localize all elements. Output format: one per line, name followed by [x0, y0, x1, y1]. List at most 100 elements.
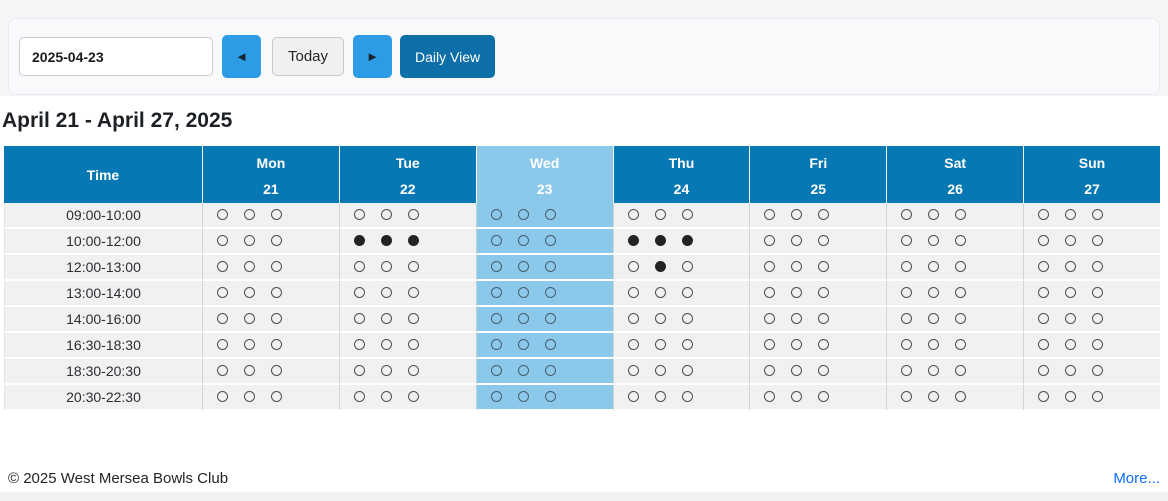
slot-available-icon[interactable]: [627, 313, 639, 325]
slot-available-icon[interactable]: [627, 209, 639, 221]
slot-available-icon[interactable]: [517, 391, 529, 403]
slot-booked-icon[interactable]: [407, 235, 419, 247]
slot-available-icon[interactable]: [490, 339, 502, 351]
slot-available-icon[interactable]: [1092, 261, 1104, 273]
slot-available-icon[interactable]: [955, 261, 967, 273]
slot-available-icon[interactable]: [271, 261, 282, 273]
slot-available-icon[interactable]: [1065, 391, 1077, 403]
slot-available-icon[interactable]: [544, 313, 556, 325]
slot-available-icon[interactable]: [271, 339, 282, 351]
slot-available-icon[interactable]: [1038, 287, 1050, 299]
slot-available-icon[interactable]: [217, 287, 228, 299]
slot-available-icon[interactable]: [901, 391, 913, 403]
slot-available-icon[interactable]: [544, 391, 556, 403]
slot-booked-icon[interactable]: [654, 261, 666, 273]
slot-available-icon[interactable]: [1065, 313, 1077, 325]
slot-available-icon[interactable]: [1065, 339, 1077, 351]
slot-available-icon[interactable]: [627, 261, 639, 273]
slot-available-icon[interactable]: [353, 209, 365, 221]
slot-available-icon[interactable]: [764, 365, 776, 377]
slot-available-icon[interactable]: [928, 391, 940, 403]
slot-available-icon[interactable]: [1065, 365, 1077, 377]
slot-available-icon[interactable]: [244, 287, 255, 299]
slot-available-icon[interactable]: [353, 261, 365, 273]
slot-available-icon[interactable]: [380, 365, 392, 377]
slot-available-icon[interactable]: [380, 313, 392, 325]
slot-available-icon[interactable]: [818, 261, 830, 273]
slot-available-icon[interactable]: [627, 339, 639, 351]
slot-available-icon[interactable]: [244, 261, 255, 273]
slot-booked-icon[interactable]: [353, 235, 365, 247]
slot-available-icon[interactable]: [271, 209, 282, 221]
slot-available-icon[interactable]: [517, 209, 529, 221]
slot-available-icon[interactable]: [517, 261, 529, 273]
slot-available-icon[interactable]: [217, 261, 228, 273]
slot-available-icon[interactable]: [1065, 261, 1077, 273]
slot-available-icon[interactable]: [490, 261, 502, 273]
slot-available-icon[interactable]: [928, 261, 940, 273]
slot-available-icon[interactable]: [380, 209, 392, 221]
slot-available-icon[interactable]: [544, 287, 556, 299]
date-input[interactable]: [19, 37, 213, 76]
slot-available-icon[interactable]: [1092, 235, 1104, 247]
slot-available-icon[interactable]: [818, 365, 830, 377]
slot-available-icon[interactable]: [244, 313, 255, 325]
slot-available-icon[interactable]: [901, 235, 913, 247]
slot-available-icon[interactable]: [1038, 313, 1050, 325]
slot-available-icon[interactable]: [517, 365, 529, 377]
slot-available-icon[interactable]: [544, 235, 556, 247]
slot-available-icon[interactable]: [217, 339, 228, 351]
slot-available-icon[interactable]: [271, 365, 282, 377]
slot-available-icon[interactable]: [791, 365, 803, 377]
slot-available-icon[interactable]: [380, 287, 392, 299]
slot-available-icon[interactable]: [654, 365, 666, 377]
slot-available-icon[interactable]: [244, 339, 255, 351]
slot-available-icon[interactable]: [791, 313, 803, 325]
slot-available-icon[interactable]: [353, 339, 365, 351]
slot-available-icon[interactable]: [217, 313, 228, 325]
slot-available-icon[interactable]: [681, 313, 693, 325]
slot-available-icon[interactable]: [955, 339, 967, 351]
slot-available-icon[interactable]: [353, 365, 365, 377]
slot-available-icon[interactable]: [955, 235, 967, 247]
today-button[interactable]: Today: [272, 37, 345, 76]
slot-booked-icon[interactable]: [654, 235, 666, 247]
slot-available-icon[interactable]: [517, 235, 529, 247]
slot-available-icon[interactable]: [928, 287, 940, 299]
slot-available-icon[interactable]: [955, 313, 967, 325]
slot-available-icon[interactable]: [764, 391, 776, 403]
slot-available-icon[interactable]: [271, 313, 282, 325]
slot-available-icon[interactable]: [928, 313, 940, 325]
slot-available-icon[interactable]: [764, 287, 776, 299]
slot-available-icon[interactable]: [764, 261, 776, 273]
slot-available-icon[interactable]: [544, 209, 556, 221]
slot-booked-icon[interactable]: [380, 235, 392, 247]
slot-available-icon[interactable]: [901, 261, 913, 273]
slot-available-icon[interactable]: [928, 235, 940, 247]
slot-available-icon[interactable]: [654, 391, 666, 403]
slot-available-icon[interactable]: [353, 287, 365, 299]
slot-available-icon[interactable]: [544, 261, 556, 273]
slot-available-icon[interactable]: [627, 287, 639, 299]
slot-available-icon[interactable]: [654, 287, 666, 299]
slot-available-icon[interactable]: [818, 339, 830, 351]
slot-available-icon[interactable]: [271, 235, 282, 247]
slot-available-icon[interactable]: [901, 287, 913, 299]
slot-available-icon[interactable]: [1065, 287, 1077, 299]
slot-available-icon[interactable]: [901, 313, 913, 325]
slot-booked-icon[interactable]: [681, 235, 693, 247]
slot-available-icon[interactable]: [271, 287, 282, 299]
slot-available-icon[interactable]: [353, 391, 365, 403]
slot-available-icon[interactable]: [407, 391, 419, 403]
slot-available-icon[interactable]: [901, 365, 913, 377]
slot-available-icon[interactable]: [764, 235, 776, 247]
slot-available-icon[interactable]: [955, 391, 967, 403]
slot-available-icon[interactable]: [407, 365, 419, 377]
next-week-button[interactable]: ►: [353, 35, 393, 78]
slot-available-icon[interactable]: [681, 391, 693, 403]
slot-available-icon[interactable]: [1038, 261, 1050, 273]
slot-available-icon[interactable]: [791, 209, 803, 221]
slot-available-icon[interactable]: [490, 365, 502, 377]
slot-available-icon[interactable]: [818, 287, 830, 299]
slot-available-icon[interactable]: [490, 391, 502, 403]
